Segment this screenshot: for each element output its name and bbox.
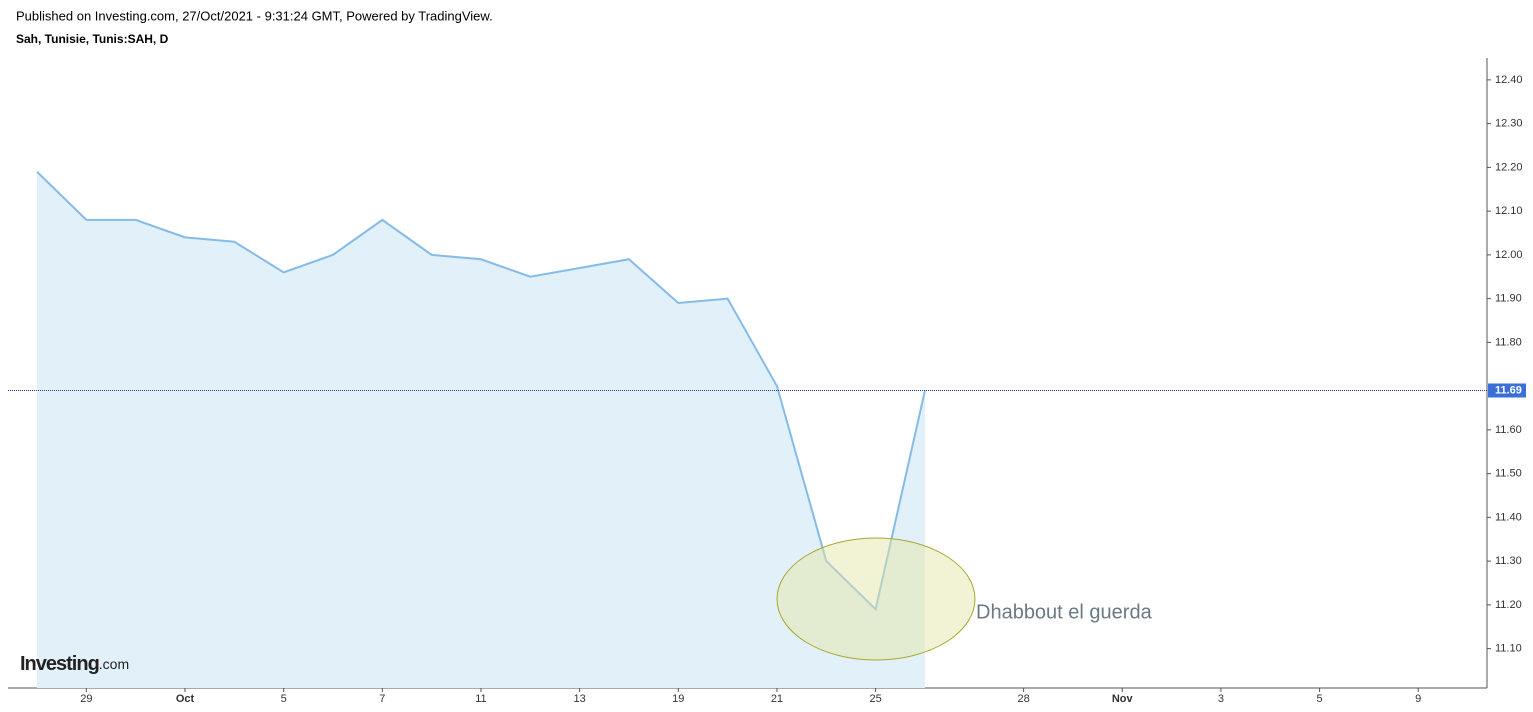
- y-tick-label: 12.20: [1495, 161, 1523, 173]
- symbol-title: Sah, Tunisie, Tunis:SAH, D: [16, 32, 169, 46]
- logo: Investing.com: [20, 653, 129, 675]
- x-tick-label: 5: [1317, 693, 1323, 705]
- x-tick-label: 28: [1017, 693, 1029, 705]
- y-tick-label: 11.60: [1495, 424, 1522, 436]
- y-tick-label: 11.80: [1495, 336, 1522, 348]
- price-line: [36, 171, 926, 612]
- y-tick-label: 12.00: [1495, 249, 1523, 261]
- annotation-ellipse: [776, 537, 976, 661]
- x-tick-label: 19: [672, 693, 684, 705]
- x-tick-label: 25: [869, 693, 881, 705]
- annotation-text: Dhabbout el guerda: [976, 601, 1153, 623]
- y-tick-label: 12.10: [1495, 205, 1523, 217]
- y-tick-label: 11.90: [1495, 293, 1522, 305]
- y-tick-label: 11.20: [1495, 599, 1522, 611]
- logo-name: Investing: [20, 653, 99, 675]
- y-tick-label: 11.40: [1495, 511, 1522, 523]
- current-price-box: [1488, 383, 1526, 398]
- y-tick-label: 11.50: [1495, 468, 1522, 480]
- logo-suffix: .com: [99, 656, 129, 672]
- y-tick-label: 12.40: [1495, 74, 1523, 86]
- x-tick-label: 21: [771, 693, 783, 705]
- x-tick-label: 9: [1415, 693, 1421, 705]
- x-tick-label: 29: [80, 693, 92, 705]
- x-tick-label: 13: [574, 693, 586, 705]
- y-tick-label: 12.30: [1495, 118, 1523, 130]
- x-tick-label: Oct: [176, 693, 195, 705]
- x-tick-label: 7: [379, 693, 385, 705]
- x-tick-label: 11: [475, 693, 486, 705]
- y-tick-label: 11.10: [1495, 643, 1522, 655]
- current-price-label: 11.69: [1495, 384, 1522, 396]
- published-note: Published on Investing.com, 27/Oct/2021 …: [16, 8, 493, 23]
- x-tick-label: 5: [281, 693, 287, 705]
- x-tick-label: 3: [1218, 693, 1224, 705]
- y-tick-label: 11.30: [1495, 555, 1522, 567]
- x-tick-label: Nov: [1112, 693, 1134, 705]
